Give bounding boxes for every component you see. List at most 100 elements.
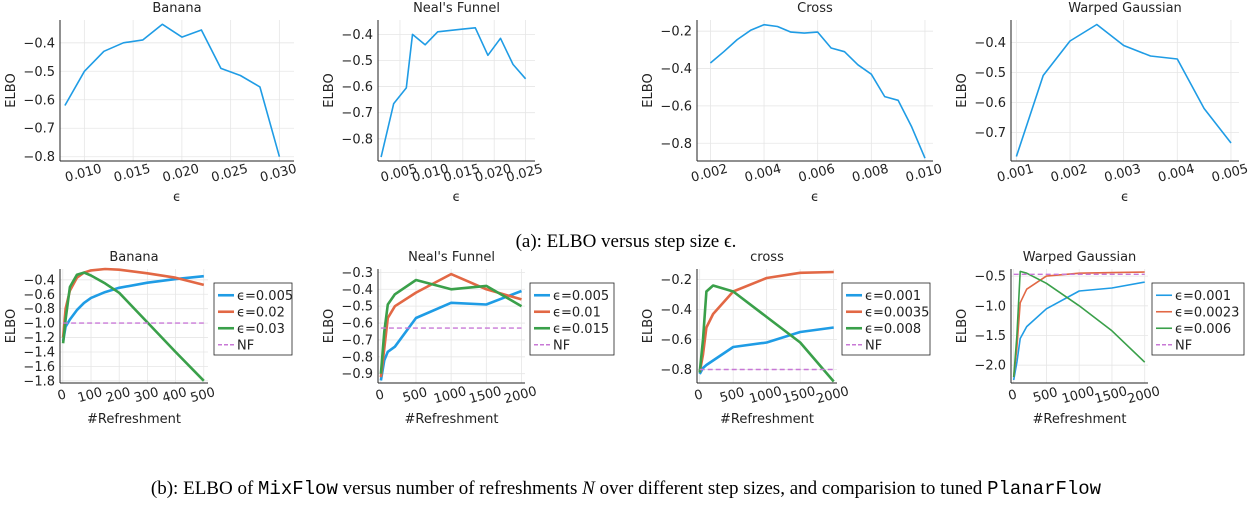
x-tick-label: 0: [56, 387, 68, 404]
x-tick-label: 2000: [815, 384, 851, 407]
x-tick-label: 1500: [1093, 384, 1129, 407]
legend-entry: NF: [1175, 338, 1192, 353]
x-tick-label: 1500: [781, 384, 817, 407]
x-tick-label: 0.015: [112, 162, 152, 186]
series-line-1: [61, 274, 204, 342]
legend-entry: ϵ=0.02: [237, 305, 285, 320]
x-axis-label: ϵ: [173, 190, 181, 205]
y-tick-label: −0.5: [341, 54, 373, 69]
y-tick-label: −1.5: [974, 329, 1006, 344]
chart-title: Warped Gaussian: [1023, 250, 1137, 265]
x-tick-label: 400: [161, 385, 189, 406]
series-line-3: [1012, 270, 1146, 378]
y-tick-label: −0.8: [660, 363, 692, 378]
y-tick-label: −0.3: [341, 266, 373, 281]
legend-entry: ϵ=0.015: [553, 322, 609, 337]
y-tick-label: −0.6: [660, 99, 692, 114]
series-line-1: [1015, 23, 1232, 157]
x-tick-label: 2000: [1126, 384, 1162, 407]
x-tick-label: 500: [401, 385, 429, 406]
x-tick-label: 0.006: [797, 162, 837, 186]
chart-panel-3: Cross −0.8 −0.6 −0.4 −0.2 0.002 0.004 0.006 0.00…: [641, 1, 944, 205]
y-tick-label: −0.4: [660, 62, 692, 77]
x-tick-label: 0.008: [850, 162, 890, 186]
x-tick-label: 200: [104, 385, 132, 406]
series-line-1: [709, 23, 926, 159]
chart-panel-8: Warped Gaussian −2.0 −1.5 −1.0 −0.5 0 500 10001…: [955, 250, 1245, 427]
chart-title: Banana: [109, 250, 158, 265]
legend-entry: ϵ=0.001: [1175, 289, 1231, 304]
x-axis-label: ϵ: [811, 190, 819, 205]
legend-entry: NF: [865, 338, 882, 353]
y-axis-label: ELBO: [322, 309, 337, 343]
caption-a: (a): ELBO versus step size ϵ.: [516, 231, 737, 252]
y-tick-label: −0.4: [23, 273, 55, 288]
legend-entry: ϵ=0.0023: [1175, 305, 1239, 320]
y-axis-label: ELBO: [4, 73, 19, 107]
y-axis-label: ELBO: [322, 73, 337, 107]
y-tick-label: −1.0: [23, 317, 55, 332]
x-tick-label: 0: [1007, 387, 1019, 404]
x-tick-label: 500: [189, 385, 217, 406]
chart-panel-4: Warped Gaussian −0.7 −0.6 −0.5 −0.4 0.001 0.00…: [955, 1, 1250, 205]
series-line-1: [698, 326, 834, 375]
series-line-1: [64, 23, 281, 157]
x-tick-label: 300: [133, 385, 161, 406]
caption-b-code-planarflow: PlanarFlow: [987, 478, 1102, 500]
y-tick-label: −0.6: [23, 288, 55, 303]
x-tick-label: 0.004: [1156, 162, 1196, 186]
y-axis-label: ELBO: [641, 309, 656, 343]
x-axis-label: #Refreshment: [405, 412, 499, 427]
legend-entry: ϵ=0.005: [237, 289, 293, 304]
y-tick-label: −0.5: [974, 270, 1006, 285]
y-tick-label: −0.7: [341, 333, 373, 348]
y-tick-label: −0.4: [23, 36, 55, 51]
series-line-1: [1012, 281, 1145, 381]
y-tick-label: −0.4: [974, 36, 1006, 51]
y-tick-label: −0.4: [341, 28, 373, 43]
caption-b-code-mixflow: MixFlow: [258, 478, 338, 500]
y-tick-label: −0.6: [974, 96, 1006, 111]
x-tick-label: 1000: [748, 384, 784, 407]
y-tick-label: −0.5: [341, 300, 373, 315]
y-tick-label: −0.8: [660, 137, 692, 152]
x-tick-label: 0: [693, 387, 705, 404]
chart-title: Neal's Funnel: [408, 250, 495, 265]
x-tick-label: 500: [1032, 385, 1060, 406]
series-line-3: [379, 278, 523, 374]
x-tick-label: 0.003: [1103, 162, 1143, 186]
legend-entry: ϵ=0.008: [865, 322, 921, 337]
y-tick-label: −0.8: [341, 132, 373, 147]
caption-b: (b): ELBO of MixFlow versus number of re…: [151, 478, 1102, 500]
y-tick-label: −1.0: [974, 299, 1006, 314]
x-tick-label: 0.002: [690, 162, 730, 186]
y-tick-label: −1.4: [23, 345, 55, 360]
chart-panel-1: Banana −0.8 −0.7 −0.6 −0.5 −0.4 0.010 0.015 0.02…: [4, 1, 298, 205]
y-tick-label: −0.5: [974, 66, 1006, 81]
y-tick-label: −1.2: [23, 331, 55, 346]
legend-entry: ϵ=0.005: [553, 289, 609, 304]
series-line-3: [61, 271, 205, 382]
chart-panel-2: Neal's Funnel−0.8−0.7−0.6−0.5−0.40.0050.…: [322, 1, 545, 205]
y-axis-label: ELBO: [955, 73, 970, 107]
chart-title: Cross: [797, 1, 833, 16]
y-tick-label: −0.7: [974, 126, 1006, 141]
y-tick-label: −0.6: [23, 93, 55, 108]
series-line-1: [380, 26, 527, 158]
legend-entry: NF: [237, 338, 254, 353]
x-tick-label: 0.025: [505, 162, 545, 186]
y-tick-label: −0.4: [341, 283, 373, 298]
chart-panel-7: cross −0.8 −0.6 −0.4 −0.2 0 500 100015002000#Re…: [641, 250, 931, 427]
chart-title: cross: [750, 250, 784, 265]
caption-b-prefix: (b): ELBO of: [151, 478, 258, 499]
x-tick-label: 0.025: [210, 162, 250, 186]
x-tick-label: 1000: [432, 384, 468, 407]
y-tick-label: −0.6: [341, 80, 373, 95]
y-tick-label: −2.0: [974, 359, 1006, 374]
caption-b-var: N: [581, 478, 596, 499]
chart-title: Neal's Funnel: [413, 1, 500, 16]
x-tick-label: 1500: [467, 384, 503, 407]
x-tick-label: 0.005: [1210, 162, 1250, 186]
y-axis-label: ELBO: [955, 309, 970, 343]
